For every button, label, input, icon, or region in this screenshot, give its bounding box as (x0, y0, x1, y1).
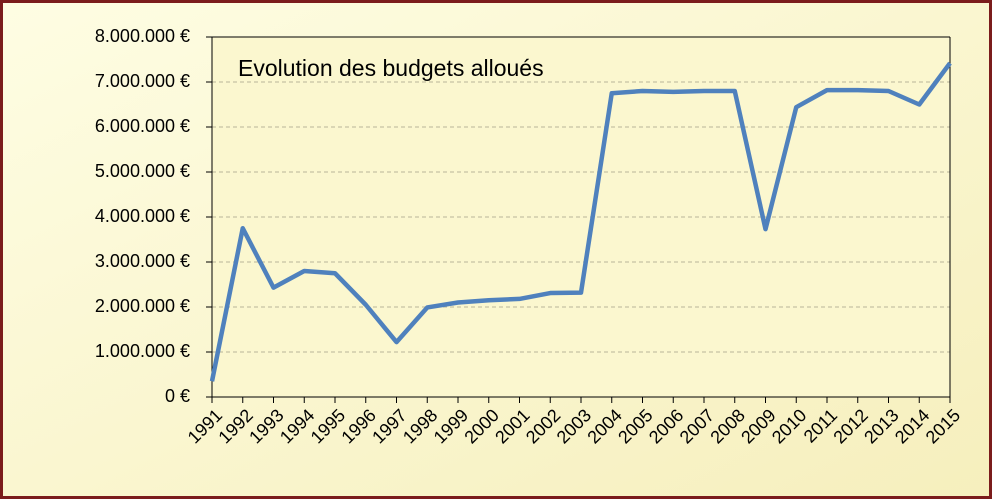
y-tick-label: 0 € (165, 386, 190, 406)
y-tick-label: 1.000.000 € (95, 341, 190, 361)
y-tick-label: 3.000.000 € (95, 251, 190, 271)
y-tick-label: 4.000.000 € (95, 206, 190, 226)
chart-title: Evolution des budgets alloués (238, 55, 544, 81)
line-series (209, 61, 952, 382)
y-tick-label: 6.000.000 € (95, 116, 190, 136)
y-tick-label: 7.000.000 € (95, 71, 190, 91)
y-tick-label: 2.000.000 € (95, 296, 190, 316)
y-tick-label: 5.000.000 € (95, 161, 190, 181)
y-tick-label: 8.000.000 € (95, 26, 190, 46)
